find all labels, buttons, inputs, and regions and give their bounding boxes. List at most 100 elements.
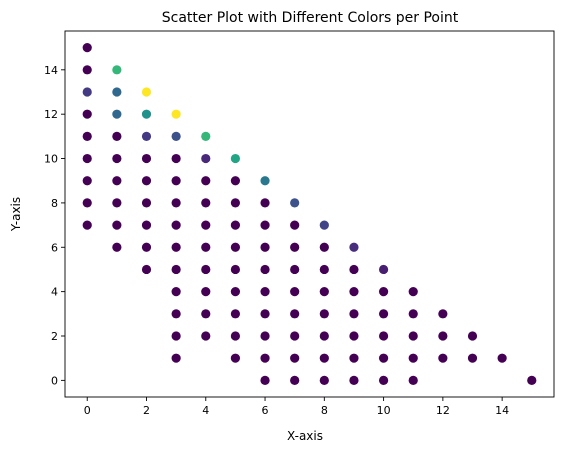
scatter-point xyxy=(290,331,300,341)
scatter-point xyxy=(290,220,300,230)
scatter-point xyxy=(112,198,122,208)
x-tick-label: 4 xyxy=(202,404,209,417)
y-tick-label: 14 xyxy=(44,64,58,77)
scatter-point xyxy=(171,131,181,141)
scatter-point xyxy=(319,353,329,363)
scatter-point xyxy=(141,198,152,208)
scatter-point xyxy=(201,309,211,319)
x-tick-label: 6 xyxy=(262,404,269,417)
scatter-point xyxy=(260,309,270,319)
axis-ticks: 0 2 4 6 8 10 12 14 0 2 4 6 8 10 12 14 xyxy=(44,64,509,417)
y-tick-label: 2 xyxy=(51,330,58,343)
x-tick-label: 14 xyxy=(495,404,509,417)
scatter-point xyxy=(497,353,507,363)
scatter-point xyxy=(230,198,241,208)
scatter-point xyxy=(112,65,122,75)
scatter-point xyxy=(378,375,389,385)
scatter-point xyxy=(82,220,92,230)
scatter-point xyxy=(260,375,270,385)
scatter-point xyxy=(260,220,270,230)
scatter-point xyxy=(260,331,270,341)
scatter-point xyxy=(290,353,300,363)
scatter-point xyxy=(260,242,270,252)
scatter-point xyxy=(112,153,122,164)
scatter-point xyxy=(349,375,359,385)
scatter-point xyxy=(230,353,241,363)
scatter-point xyxy=(378,287,389,297)
scatter-point xyxy=(230,287,241,297)
scatter-point xyxy=(82,131,92,141)
scatter-point xyxy=(438,331,448,341)
scatter-point xyxy=(408,353,418,363)
scatter-point xyxy=(260,264,270,275)
scatter-point xyxy=(378,353,389,363)
scatter-point xyxy=(171,242,181,252)
scatter-point xyxy=(378,264,389,275)
y-tick-label: 4 xyxy=(51,286,58,299)
scatter-point xyxy=(201,287,211,297)
scatter-point xyxy=(230,331,241,341)
scatter-point xyxy=(260,198,270,208)
scatter-point xyxy=(319,375,329,385)
scatter-point xyxy=(349,331,359,341)
plot-area xyxy=(64,30,555,398)
x-tick-label: 0 xyxy=(84,404,91,417)
y-tick-label: 0 xyxy=(51,374,58,387)
scatter-point xyxy=(112,131,122,141)
scatter-point xyxy=(141,242,152,252)
scatter-point xyxy=(290,264,300,275)
scatter-point xyxy=(171,153,181,164)
scatter-point xyxy=(112,109,122,119)
scatter-point xyxy=(230,176,241,186)
scatter-point xyxy=(349,353,359,363)
scatter-point xyxy=(82,65,92,75)
scatter-point xyxy=(171,353,181,363)
scatter-point xyxy=(290,309,300,319)
scatter-point xyxy=(349,242,359,252)
scatter-point xyxy=(378,331,389,341)
scatter-point xyxy=(319,331,329,341)
scatter-point xyxy=(467,331,478,341)
scatter-point xyxy=(349,264,359,275)
scatter-point xyxy=(378,309,389,319)
scatter-point xyxy=(141,153,152,164)
y-tick-label: 6 xyxy=(51,241,58,254)
scatter-point xyxy=(171,176,181,186)
scatter-point xyxy=(171,220,181,230)
chart-title: Scatter Plot with Different Colors per P… xyxy=(162,10,459,26)
scatter-point xyxy=(112,176,122,186)
scatter-point xyxy=(260,353,270,363)
scatter-point xyxy=(230,309,241,319)
scatter-point xyxy=(171,264,181,275)
scatter-point xyxy=(408,375,418,385)
scatter-point xyxy=(141,220,152,230)
scatter-point xyxy=(82,198,92,208)
y-tick-label: 10 xyxy=(44,153,58,166)
scatter-point xyxy=(171,287,181,297)
scatter-point xyxy=(319,309,329,319)
scatter-point xyxy=(319,220,329,230)
scatter-point xyxy=(82,87,92,97)
scatter-point xyxy=(201,176,211,186)
scatter-point xyxy=(82,109,92,119)
scatter-point xyxy=(290,242,300,252)
x-tick-label: 2 xyxy=(143,404,150,417)
scatter-point xyxy=(201,331,211,341)
scatter-point xyxy=(201,153,211,164)
x-axis-label: X-axis xyxy=(287,429,323,443)
scatter-point xyxy=(527,375,537,385)
scatter-point xyxy=(171,331,181,341)
x-tick-label: 12 xyxy=(436,404,450,417)
scatter-point xyxy=(112,242,122,252)
scatter-point xyxy=(408,287,418,297)
y-tick-label: 12 xyxy=(44,108,58,121)
scatter-point xyxy=(82,153,92,164)
scatter-point xyxy=(319,242,329,252)
scatter-point xyxy=(171,309,181,319)
scatter-point xyxy=(438,353,448,363)
scatter-point xyxy=(141,131,152,141)
scatter-point xyxy=(438,309,448,319)
scatter-point xyxy=(408,331,418,341)
scatter-point xyxy=(349,309,359,319)
